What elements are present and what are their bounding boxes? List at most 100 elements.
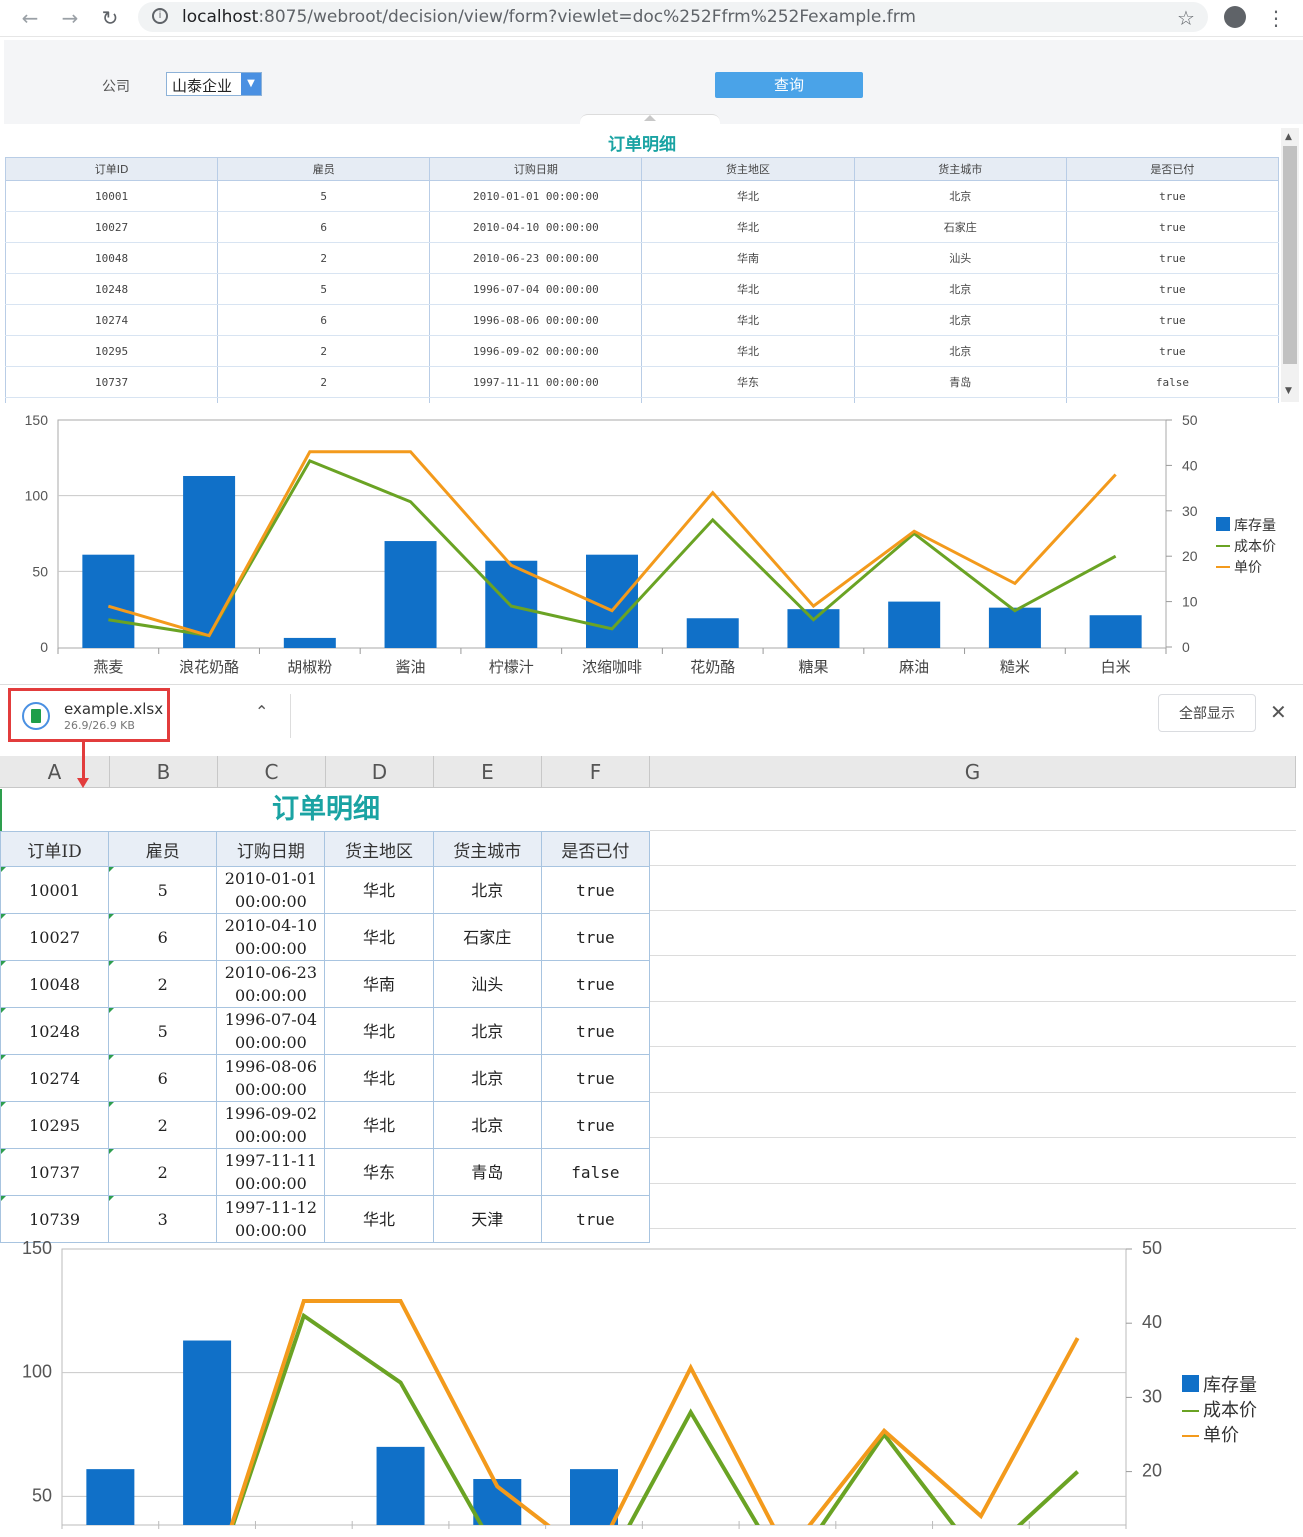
address-bar[interactable]: i localhost:8075/webroot/decision/view/f…: [138, 2, 1208, 32]
scrollbar-thumb[interactable]: [1283, 146, 1297, 364]
sheet-cell[interactable]: 北京: [432, 1054, 542, 1102]
sheet-cell[interactable]: 华北: [324, 1007, 434, 1055]
sheet-column-header[interactable]: 货主城市: [432, 831, 542, 867]
sheet-cell[interactable]: 汕头: [432, 960, 542, 1008]
sheet-cell[interactable]: 10248: [0, 1007, 110, 1055]
sheet-cell[interactable]: 10027: [0, 913, 110, 961]
line-series-1: [108, 458, 1117, 638]
sheet-row[interactable]: 10295 2 1996-09-02 00:00:00 华北 北京 true: [0, 1101, 651, 1149]
sheet-cell[interactable]: true: [540, 866, 651, 914]
sheet-cell[interactable]: 华北: [324, 866, 434, 914]
table-row[interactable]: 10048 2 2010-06-23 00:00:00 华南 汕头 true: [5, 242, 1280, 274]
sheet-cell[interactable]: true: [540, 960, 651, 1008]
sheet-row[interactable]: 10248 5 1996-07-04 00:00:00 华北 北京 true: [0, 1007, 651, 1055]
sheet-column-header[interactable]: 是否已付: [540, 831, 651, 867]
sheet-cell[interactable]: 6: [108, 913, 218, 961]
sheet-cell[interactable]: 2010-04-10 00:00:00: [216, 913, 326, 961]
sheet-cell[interactable]: 华东: [324, 1148, 434, 1196]
sheet-cell[interactable]: 3: [108, 1195, 218, 1243]
sheet-cell[interactable]: true: [540, 1101, 651, 1149]
sheet-cell[interactable]: 5: [108, 866, 218, 914]
sheet-cell[interactable]: 华北: [324, 913, 434, 961]
query-button[interactable]: 查询: [715, 72, 863, 98]
sheet-cell[interactable]: 华南: [324, 960, 434, 1008]
sheet-cell[interactable]: false: [540, 1148, 651, 1196]
sheet-cell[interactable]: true: [540, 913, 651, 961]
menu-icon[interactable]: ⋮: [1266, 6, 1286, 30]
sheet-cell[interactable]: 10001: [0, 866, 110, 914]
sheet-cell[interactable]: 5: [108, 1007, 218, 1055]
table-row[interactable]: 10274 6 1996-08-06 00:00:00 华北 北京 true: [5, 304, 1280, 336]
forward-icon[interactable]: →: [61, 6, 79, 30]
sheet-cell[interactable]: 2010-01-01 00:00:00: [216, 866, 326, 914]
table-row[interactable]: 10001 5 2010-01-01 00:00:00 华北 北京 true: [5, 180, 1280, 212]
sheet-cell[interactable]: 北京: [432, 1101, 542, 1149]
sheet-cell[interactable]: 10048: [0, 960, 110, 1008]
reload-icon[interactable]: ↻: [101, 6, 119, 30]
chevron-up-icon[interactable]: ⌃: [255, 702, 269, 721]
sheet-cell[interactable]: 10737: [0, 1148, 110, 1196]
back-icon[interactable]: ←: [21, 6, 39, 30]
account-icon[interactable]: [1224, 6, 1246, 28]
sheet-column-header[interactable]: 订购日期: [216, 831, 326, 867]
column-letter-header[interactable]: C: [218, 756, 326, 788]
right-axis-tick: 20: [1142, 1461, 1162, 1481]
table-row[interactable]: 10737 2 1997-11-11 00:00:00 华东 青岛 false: [5, 366, 1280, 398]
collapse-arrow-icon[interactable]: [644, 115, 656, 121]
sheet-cell[interactable]: 2: [108, 960, 218, 1008]
sheet-cell[interactable]: 1996-08-06 00:00:00: [216, 1054, 326, 1102]
table-row[interactable]: 10295 2 1996-09-02 00:00:00 华北 北京 true: [5, 335, 1280, 367]
empty-cell[interactable]: [650, 789, 1296, 831]
show-all-button[interactable]: 全部显示: [1158, 694, 1256, 732]
table-row[interactable]: 10027 6 2010-04-10 00:00:00 华北 石家庄 true: [5, 211, 1280, 243]
column-letter-header[interactable]: B: [110, 756, 218, 788]
scroll-up-icon[interactable]: ▲: [1285, 132, 1292, 142]
sheet-cell[interactable]: 1997-11-11 00:00:00: [216, 1148, 326, 1196]
sheet-cell[interactable]: 6: [108, 1054, 218, 1102]
sheet-cell[interactable]: 北京: [432, 866, 542, 914]
column-letter-header[interactable]: D: [326, 756, 434, 788]
vertical-scrollbar[interactable]: ▲ ▼: [1281, 128, 1299, 402]
sheet-cell[interactable]: 华北: [324, 1101, 434, 1149]
sheet-cell[interactable]: 10274: [0, 1054, 110, 1102]
download-item[interactable]: example.xlsx 26.9/26.9 KB: [10, 690, 168, 742]
sheet-cell[interactable]: 华北: [324, 1054, 434, 1102]
sheet-row[interactable]: 10048 2 2010-06-23 00:00:00 华南 汕头 true: [0, 960, 651, 1008]
sheet-row[interactable]: 10274 6 1996-08-06 00:00:00 华北 北京 true: [0, 1054, 651, 1102]
sheet-cell[interactable]: 1997-11-12 00:00:00: [216, 1195, 326, 1243]
column-letter-header[interactable]: A: [0, 756, 110, 788]
cell-value: 华北: [363, 1068, 396, 1088]
sheet-cell[interactable]: true: [540, 1007, 651, 1055]
star-icon[interactable]: ☆: [1177, 6, 1195, 30]
sheet-row[interactable]: 10739 3 1997-11-12 00:00:00 华北 天津 true: [0, 1195, 651, 1243]
table-row[interactable]: 10248 5 1996-07-04 00:00:00 华北 北京 true: [5, 273, 1280, 305]
sheet-cell[interactable]: 2010-06-23 00:00:00: [216, 960, 326, 1008]
sheet-row[interactable]: 10027 6 2010-04-10 00:00:00 华北 石家庄 true: [0, 913, 651, 961]
sheet-column-header[interactable]: 雇员: [108, 831, 218, 867]
sheet-cell[interactable]: 2: [108, 1148, 218, 1196]
sheet-row[interactable]: 10737 2 1997-11-11 00:00:00 华东 青岛 false: [0, 1148, 651, 1196]
company-select[interactable]: 山泰企业 ▼: [166, 72, 262, 96]
column-letter-header[interactable]: F: [542, 756, 650, 788]
sheet-cell[interactable]: true: [540, 1054, 651, 1102]
sheet-column-header[interactable]: 订单ID: [0, 831, 110, 867]
sheet-row[interactable]: 10001 5 2010-01-01 00:00:00 华北 北京 true: [0, 866, 651, 914]
sheet-cell[interactable]: 石家庄: [432, 913, 542, 961]
right-axis-tick: 30: [1142, 1386, 1162, 1406]
scroll-down-icon[interactable]: ▼: [1285, 386, 1292, 396]
sheet-cell[interactable]: 1996-09-02 00:00:00: [216, 1101, 326, 1149]
close-icon[interactable]: ✕: [1270, 700, 1287, 724]
column-letter-header[interactable]: E: [434, 756, 542, 788]
column-letter-header[interactable]: G: [650, 756, 1296, 788]
sheet-cell[interactable]: 青岛: [432, 1148, 542, 1196]
sheet-cell[interactable]: 2: [108, 1101, 218, 1149]
sheet-cell[interactable]: 10295: [0, 1101, 110, 1149]
dropdown-arrow-icon[interactable]: ▼: [241, 73, 261, 95]
sheet-cell[interactable]: 华北: [324, 1195, 434, 1243]
sheet-cell[interactable]: 天津: [432, 1195, 542, 1243]
sheet-cell[interactable]: 北京: [432, 1007, 542, 1055]
sheet-cell[interactable]: 1996-07-04 00:00:00: [216, 1007, 326, 1055]
sheet-column-header[interactable]: 货主地区: [324, 831, 434, 867]
info-icon[interactable]: i: [152, 8, 168, 24]
sheet-cell[interactable]: true: [540, 1195, 651, 1243]
